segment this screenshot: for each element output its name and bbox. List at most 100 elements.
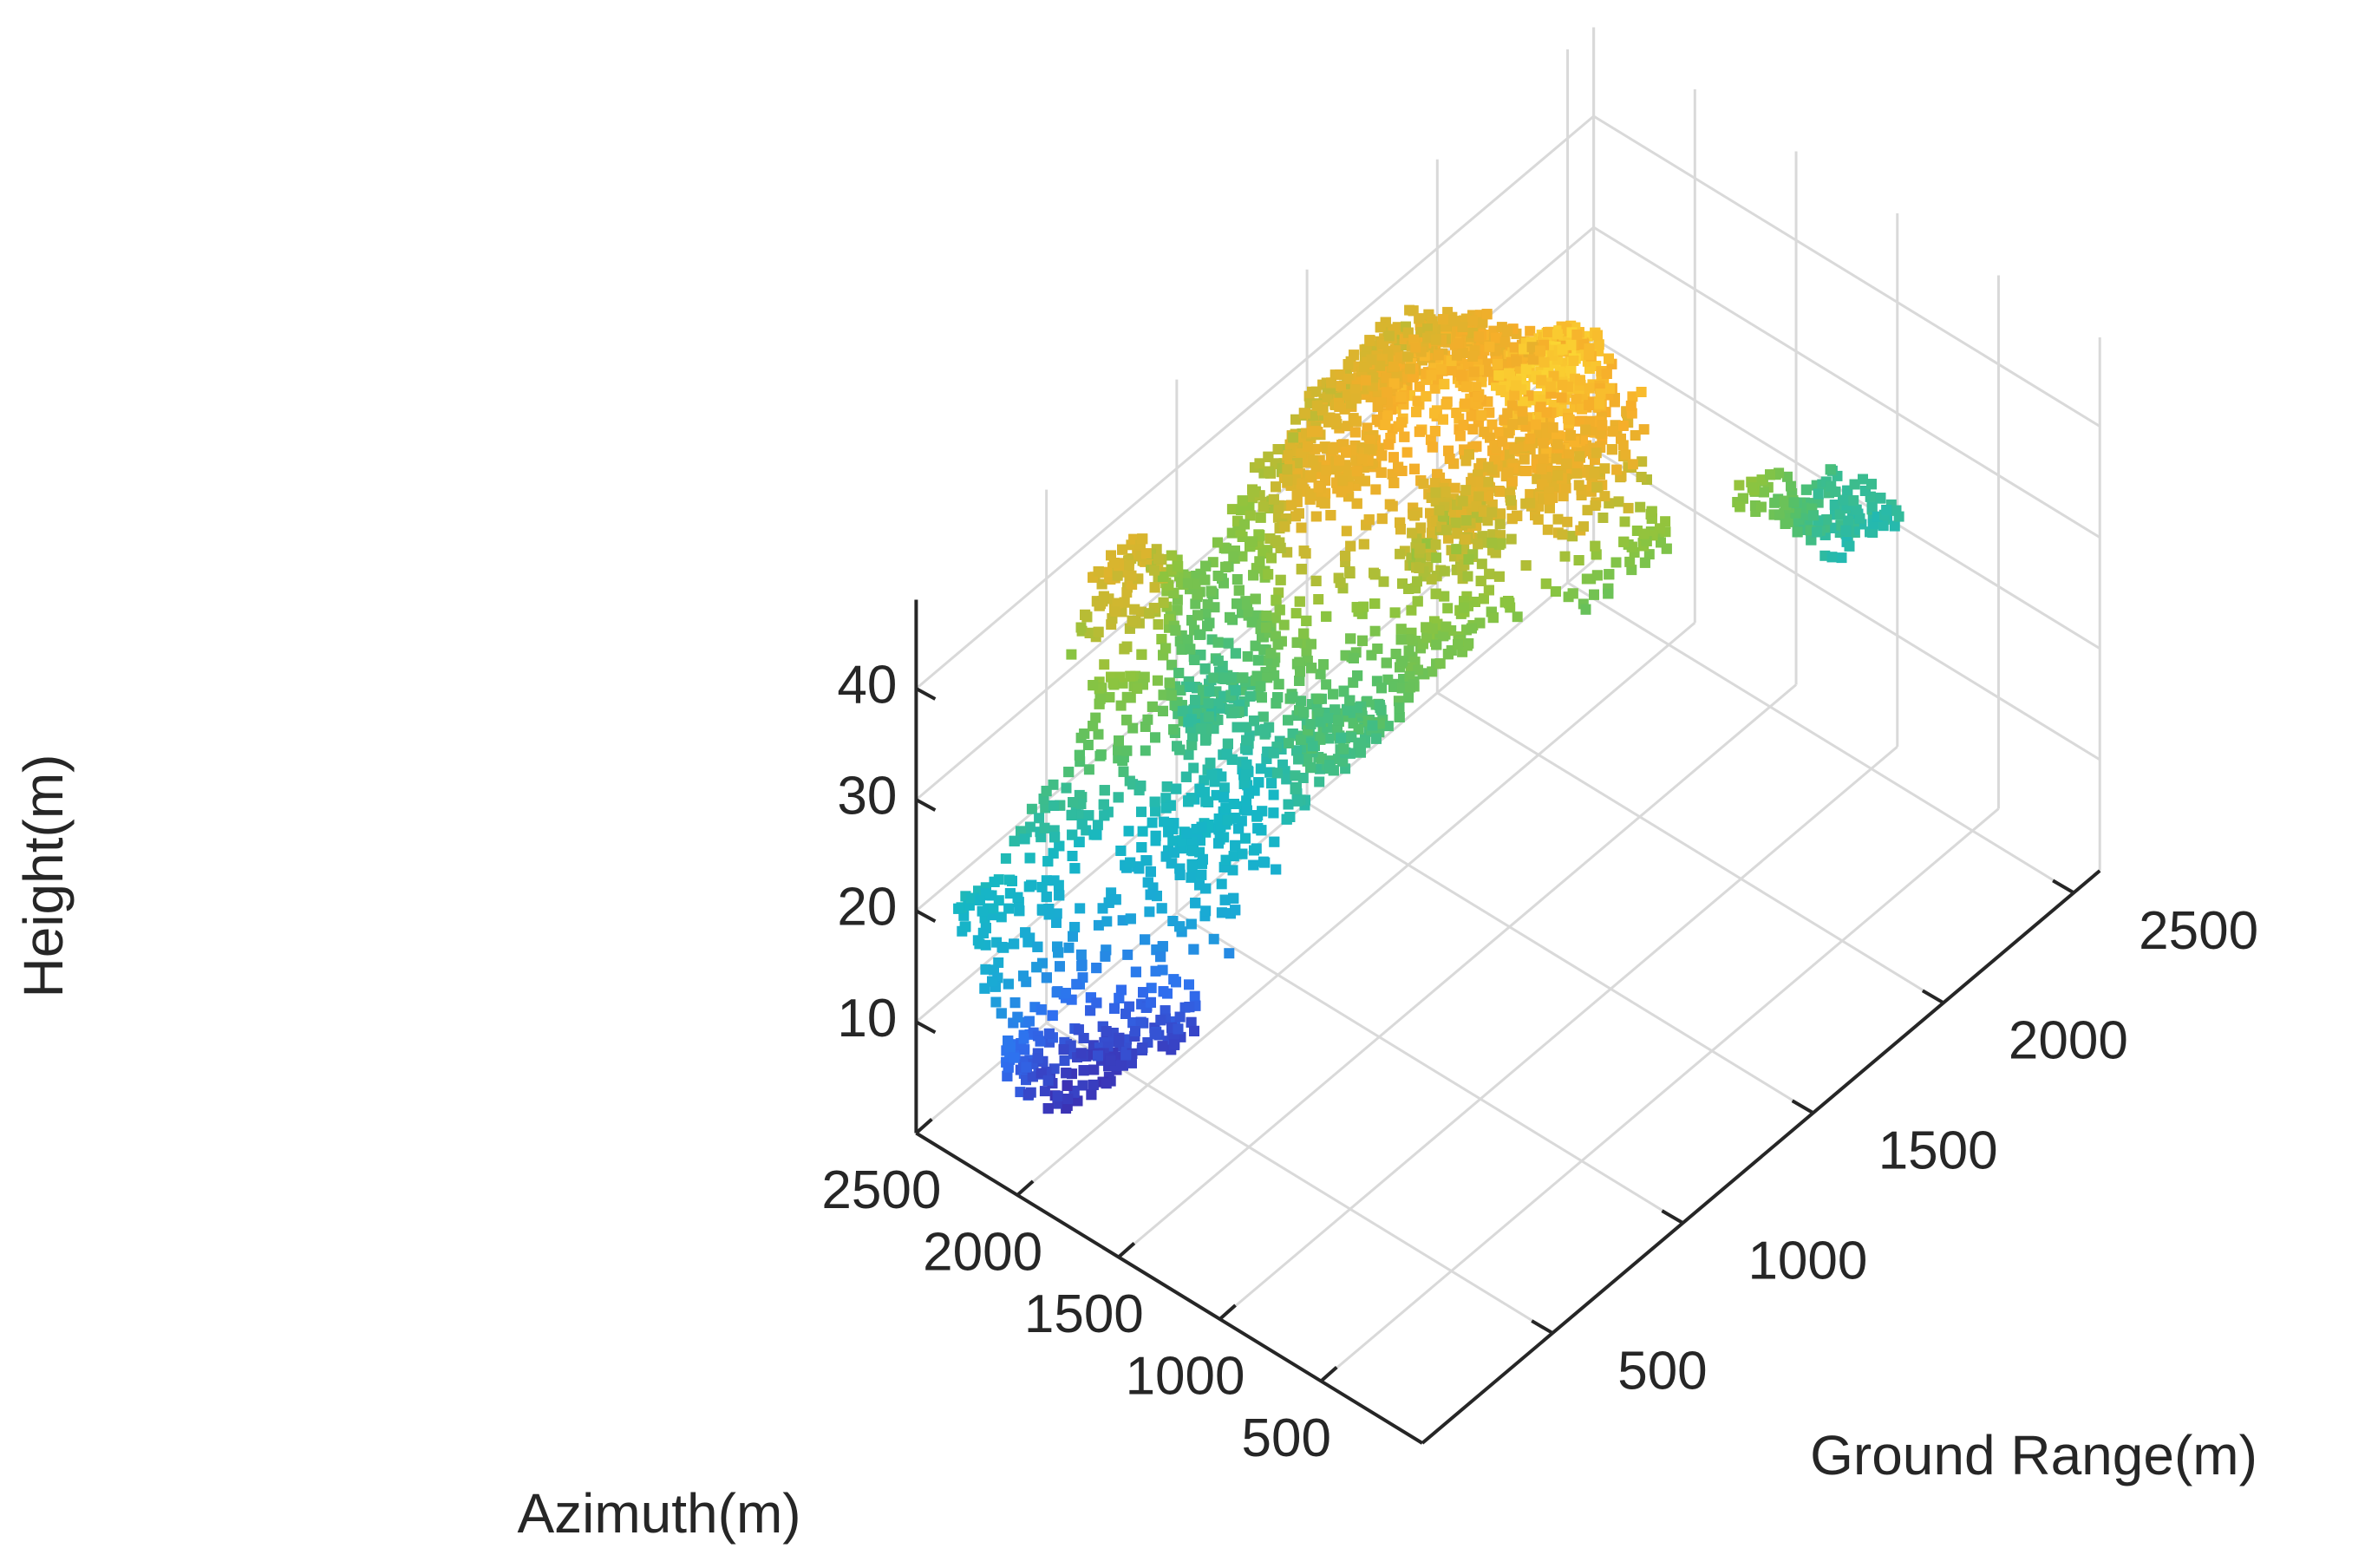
data-point [1461, 640, 1473, 651]
data-point [1429, 408, 1441, 419]
data-point [1206, 769, 1218, 781]
data-point [1441, 399, 1452, 410]
data-point [1451, 350, 1462, 361]
data-point [1203, 711, 1214, 722]
grid-line-floor-range [1306, 801, 1814, 1114]
data-point [1075, 622, 1087, 633]
data-point [1231, 722, 1243, 733]
data-point [1068, 797, 1079, 807]
data-point [1252, 655, 1264, 666]
data-point [1476, 409, 1487, 421]
data-point [1122, 949, 1133, 960]
data-point [1328, 689, 1339, 700]
data-point [1800, 484, 1812, 495]
data-point [1002, 1070, 1013, 1081]
data-point [1187, 730, 1199, 742]
data-point [1230, 905, 1241, 916]
data-point [1121, 691, 1133, 702]
data-point [1624, 556, 1636, 567]
data-point [1160, 1005, 1171, 1016]
data-point [1061, 1068, 1072, 1079]
data-point [1453, 337, 1464, 349]
data-point [1466, 410, 1477, 421]
data-point [1637, 456, 1648, 467]
data-point [990, 996, 1002, 1008]
data-point [1342, 389, 1353, 401]
data-point [1190, 898, 1201, 909]
data-point [1093, 566, 1104, 577]
data-point [1540, 578, 1552, 590]
data-point [1101, 1078, 1112, 1089]
grid-line-floor-azimuth [1320, 807, 2000, 1382]
data-point [1519, 343, 1529, 355]
data-point [1252, 810, 1264, 820]
data-point [1321, 611, 1332, 622]
data-point [1067, 829, 1078, 840]
data-point [1188, 762, 1199, 774]
data-point [1543, 327, 1553, 338]
data-point [1483, 585, 1494, 596]
data-point [1186, 918, 1197, 930]
data-point [1401, 447, 1413, 458]
data-point [1296, 696, 1306, 707]
data-point [1370, 484, 1382, 495]
data-point [1216, 907, 1227, 918]
data-point [1024, 853, 1035, 864]
data-point [1003, 903, 1015, 914]
data-point [1843, 515, 1854, 526]
data-point [1271, 481, 1281, 493]
data-point [1851, 504, 1862, 515]
data-point [1125, 670, 1136, 682]
data-point [1078, 1033, 1089, 1043]
data-point [1656, 537, 1666, 548]
data-point [1156, 634, 1167, 644]
data-point [1458, 420, 1469, 431]
data-point [1137, 826, 1148, 837]
data-point [1290, 770, 1301, 781]
data-point [1149, 1029, 1160, 1040]
data-point [1262, 672, 1273, 683]
data-point [1394, 712, 1405, 722]
data-point [1737, 493, 1748, 504]
data-point [1484, 568, 1495, 579]
data-point [1041, 892, 1052, 903]
data-point [1552, 513, 1564, 525]
data-point [1189, 990, 1200, 1002]
data-point [1283, 715, 1294, 726]
data-point [1734, 480, 1745, 491]
data-point [1589, 589, 1599, 600]
data-point [1145, 996, 1156, 1008]
data-point [1238, 672, 1249, 683]
data-point [1233, 823, 1245, 834]
data-point [1200, 883, 1212, 894]
data-point [1295, 666, 1305, 677]
data-point [1115, 984, 1127, 996]
data-point [979, 983, 990, 994]
data-point [1230, 685, 1241, 696]
data-point [1171, 977, 1181, 988]
data-point [1573, 555, 1584, 565]
data-point [1123, 559, 1134, 571]
data-point [1249, 845, 1259, 856]
data-point [1059, 1055, 1070, 1066]
data-point [1441, 621, 1452, 632]
data-point [1305, 762, 1316, 774]
data-point [1250, 640, 1261, 651]
data-point [1196, 869, 1207, 880]
data-point [1093, 919, 1104, 931]
data-point [974, 895, 985, 905]
data-point [1292, 795, 1303, 807]
data-point [1135, 781, 1147, 792]
data-point [1425, 434, 1436, 446]
data-point [1184, 682, 1195, 692]
data-point [1626, 565, 1637, 576]
data-point [1119, 644, 1130, 655]
data-point [1403, 645, 1414, 657]
grid-line-wall-height [1592, 114, 2100, 428]
data-point [1336, 381, 1346, 392]
data-point [1186, 872, 1197, 883]
data-point [1019, 833, 1030, 845]
data-point [1427, 623, 1438, 634]
data-point [1310, 575, 1322, 586]
data-point [1198, 853, 1208, 865]
